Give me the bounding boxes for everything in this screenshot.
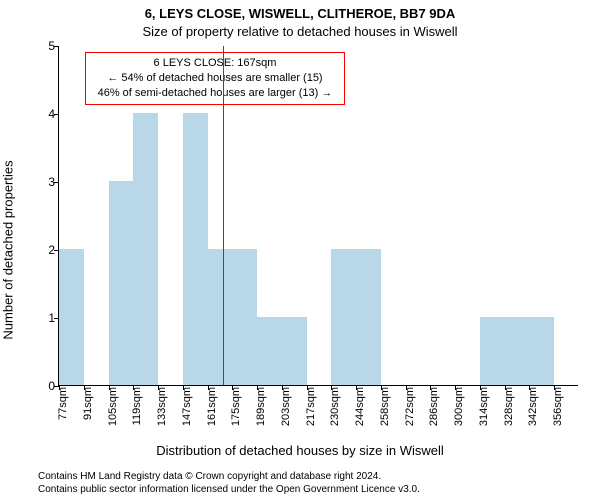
histogram-bar xyxy=(232,249,257,385)
x-tick-label: 286sqm xyxy=(428,387,440,426)
footer-line1: Contains HM Land Registry data © Crown c… xyxy=(38,471,420,484)
x-tick-label: 217sqm xyxy=(305,387,317,426)
x-axis-label: Distribution of detached houses by size … xyxy=(0,443,600,458)
annotation-line1: 6 LEYS CLOSE: 167sqm xyxy=(92,56,338,71)
histogram-bar xyxy=(529,317,554,385)
x-tick-label: 314sqm xyxy=(478,387,490,426)
annotation-line2: ← 54% of detached houses are smaller (15… xyxy=(92,71,338,86)
y-tick-label: 0 xyxy=(31,379,55,393)
y-tick-mark xyxy=(54,114,59,115)
y-tick-mark xyxy=(54,46,59,47)
chart-subtitle: Size of property relative to detached ho… xyxy=(0,24,600,39)
chart-title: 6, LEYS CLOSE, WISWELL, CLITHEROE, BB7 9… xyxy=(0,6,600,21)
x-tick-label: 105sqm xyxy=(107,387,119,426)
histogram-bar xyxy=(208,249,233,385)
x-tick-label: 272sqm xyxy=(404,387,416,426)
x-tick-label: 342sqm xyxy=(527,387,539,426)
x-tick-label: 77sqm xyxy=(57,387,69,420)
histogram-bar xyxy=(133,113,158,385)
x-tick-label: 328sqm xyxy=(503,387,515,426)
x-tick-label: 119sqm xyxy=(131,387,143,425)
histogram-bar xyxy=(109,181,134,385)
histogram-bar xyxy=(59,249,84,385)
y-tick-label: 2 xyxy=(31,243,55,257)
footer-line2: Contains public sector information licen… xyxy=(38,484,420,497)
histogram-bar xyxy=(257,317,282,385)
x-tick-label: 300sqm xyxy=(453,387,465,426)
x-tick-label: 189sqm xyxy=(255,387,267,426)
plot-area: 6 LEYS CLOSE: 167sqm ← 54% of detached h… xyxy=(58,46,578,386)
histogram-bar xyxy=(505,317,530,385)
y-tick-label: 5 xyxy=(31,39,55,53)
y-tick-label: 3 xyxy=(31,175,55,189)
histogram-bar xyxy=(480,317,505,385)
x-tick-label: 91sqm xyxy=(82,387,94,420)
x-tick-label: 147sqm xyxy=(181,387,193,426)
y-axis-label: Number of detached properties xyxy=(1,160,16,339)
x-tick-label: 230sqm xyxy=(329,387,341,426)
x-tick-label: 133sqm xyxy=(156,387,168,426)
histogram-bar xyxy=(356,249,381,385)
marker-line xyxy=(223,46,224,385)
y-tick-label: 4 xyxy=(31,107,55,121)
annotation-box: 6 LEYS CLOSE: 167sqm ← 54% of detached h… xyxy=(85,52,345,105)
y-tick-mark xyxy=(54,182,59,183)
x-tick-label: 258sqm xyxy=(379,387,391,426)
y-tick-label: 1 xyxy=(31,311,55,325)
x-tick-label: 161sqm xyxy=(206,387,218,426)
x-tick-label: 356sqm xyxy=(552,387,564,426)
x-tick-label: 203sqm xyxy=(280,387,292,426)
chart-container: 6, LEYS CLOSE, WISWELL, CLITHEROE, BB7 9… xyxy=(0,0,600,500)
histogram-bar xyxy=(282,317,307,385)
histogram-bar xyxy=(331,249,356,385)
x-tick-label: 244sqm xyxy=(354,387,366,426)
annotation-line3: 46% of semi-detached houses are larger (… xyxy=(92,86,338,101)
x-tick-label: 175sqm xyxy=(230,387,242,426)
histogram-bar xyxy=(183,113,208,385)
footer-attribution: Contains HM Land Registry data © Crown c… xyxy=(38,471,420,496)
